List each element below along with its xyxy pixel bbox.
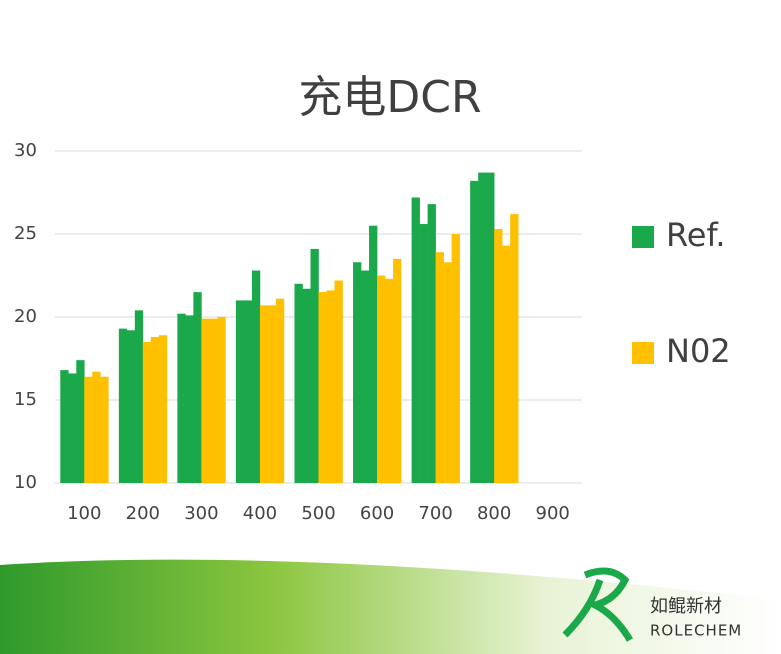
- bar: [201, 318, 210, 483]
- bar: [470, 180, 479, 483]
- bar: [385, 278, 394, 483]
- bar: [142, 341, 152, 483]
- bar: [334, 280, 343, 483]
- bar: [326, 290, 335, 483]
- bar: [310, 248, 319, 483]
- bar: [443, 262, 452, 483]
- bar: [134, 310, 144, 483]
- bar: [177, 313, 186, 483]
- bar: [318, 292, 327, 483]
- bar: [243, 300, 253, 483]
- bar: [510, 214, 519, 483]
- bar: [419, 224, 428, 484]
- bar: [259, 305, 269, 483]
- x-tick-label: 800: [477, 503, 511, 524]
- y-tick-label: 30: [14, 140, 37, 161]
- bar: [478, 172, 487, 483]
- y-tick-label: 15: [14, 389, 37, 410]
- x-tick-label: 700: [418, 503, 452, 524]
- bar: [427, 204, 436, 483]
- legend-label: N02: [666, 332, 731, 370]
- legend-swatch: [632, 226, 654, 248]
- bar: [118, 328, 128, 483]
- x-tick-label: 200: [126, 503, 160, 524]
- bar: [294, 283, 303, 483]
- bar: [235, 300, 245, 483]
- banner: [0, 559, 781, 654]
- bar: [100, 376, 109, 483]
- x-tick-label: 600: [360, 503, 394, 524]
- bar: [150, 336, 160, 483]
- bar: [68, 373, 77, 483]
- bar: [84, 376, 93, 483]
- y-tick-label: 20: [14, 306, 37, 327]
- logo-en: ROLECHEM: [650, 622, 742, 640]
- x-tick-label: 900: [536, 503, 570, 524]
- bar: [369, 225, 378, 483]
- bar: [486, 172, 495, 483]
- bar: [92, 371, 101, 483]
- bar: [158, 335, 168, 483]
- chart-title: 充电DCR: [298, 72, 481, 123]
- bar: [126, 330, 136, 483]
- x-tick-label: 100: [67, 503, 101, 524]
- y-tick-label: 25: [14, 223, 37, 244]
- bar: [377, 275, 386, 483]
- bar: [302, 288, 311, 483]
- bar: [251, 270, 261, 483]
- bar: [435, 252, 444, 483]
- bar: [353, 262, 362, 483]
- x-tick-label: 400: [243, 503, 277, 524]
- legend-swatch: [632, 342, 654, 364]
- bar: [361, 270, 370, 483]
- bar: [451, 234, 460, 483]
- legend-label: Ref.: [666, 216, 726, 254]
- bar: [185, 315, 194, 483]
- bar: [209, 318, 218, 483]
- bar: [393, 258, 402, 483]
- bar: [76, 360, 85, 483]
- bar: [267, 305, 277, 483]
- x-tick-label: 500: [301, 503, 335, 524]
- bar: [217, 317, 226, 483]
- bar: [60, 370, 69, 483]
- y-tick-label: 10: [14, 472, 37, 493]
- x-tick-label: 300: [184, 503, 218, 524]
- logo-cn: 如鲲新材: [650, 596, 722, 617]
- bar: [275, 298, 285, 483]
- bar: [411, 197, 420, 484]
- bar: [494, 229, 503, 483]
- logo-mark: [562, 567, 634, 642]
- bar: [193, 292, 202, 483]
- bar: [502, 245, 511, 483]
